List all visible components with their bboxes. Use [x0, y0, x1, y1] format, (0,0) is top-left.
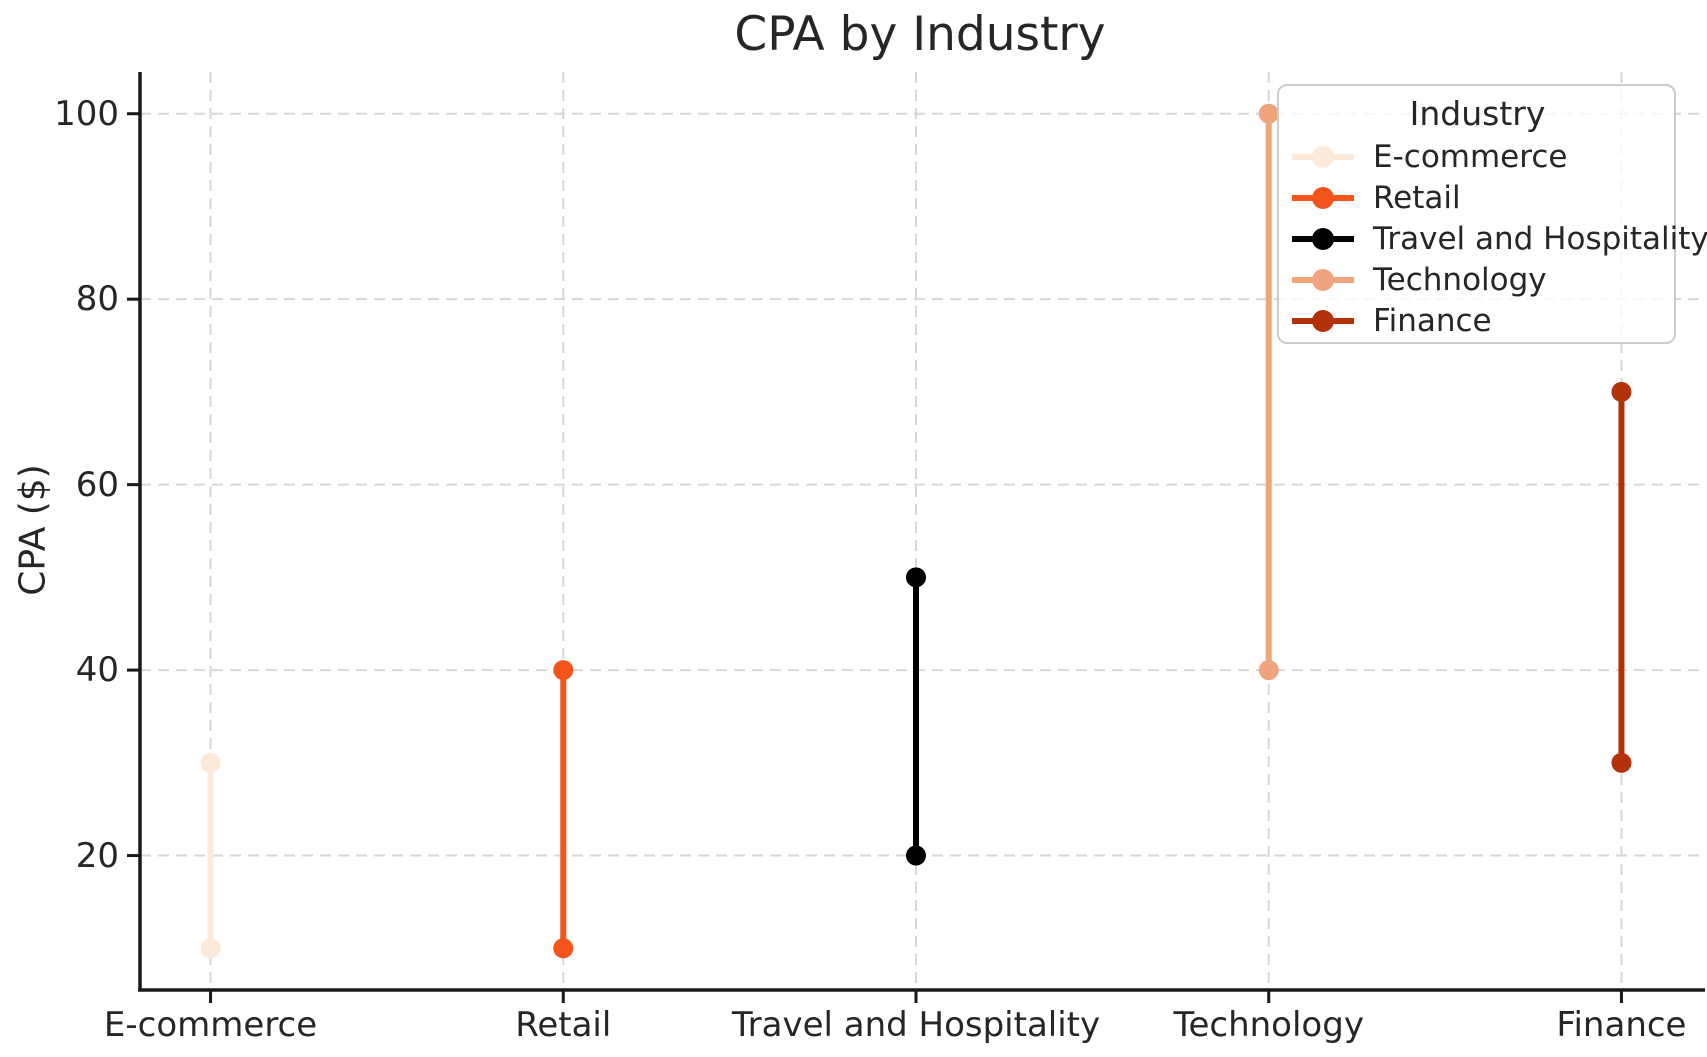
series-min-dot	[1611, 752, 1632, 773]
legend-title: Industry	[1409, 94, 1546, 133]
series-max-dot	[553, 660, 574, 681]
legend-item: Finance	[1291, 300, 1664, 341]
legend-item: Retail	[1291, 177, 1664, 218]
legend-item: Technology	[1291, 259, 1664, 300]
legend-item-label: Retail	[1373, 179, 1461, 216]
legend-item: Travel and Hospitality	[1291, 218, 1707, 259]
series-min-dot	[1258, 660, 1279, 681]
legend-marker-line-dot-icon	[1292, 309, 1354, 332]
legend-marker-line-dot-icon	[1292, 145, 1354, 168]
series-min-dot	[906, 845, 926, 866]
series-max-dot	[200, 752, 221, 773]
x-tick-label: Technology	[1173, 1005, 1364, 1045]
series-max-dot	[1258, 103, 1279, 124]
legend-marker-line-dot-icon	[1292, 268, 1354, 291]
series-min-dot	[553, 938, 574, 959]
y-tick-label: 80	[75, 279, 119, 320]
legend-item-label: Travel and Hospitality	[1373, 220, 1707, 257]
series-max-dot	[906, 567, 926, 588]
legend-marker-line-dot-icon	[1292, 186, 1354, 209]
x-tick-label: Travel and Hospitality	[731, 1005, 1101, 1045]
legend-item-label: Finance	[1373, 302, 1492, 339]
chart-title: CPA by Industry	[734, 7, 1106, 62]
legend-marker-line-dot-icon	[1292, 227, 1354, 250]
legend-item-label: Technology	[1373, 261, 1547, 298]
legend: Industry E-commerce Retail Travel and Ho…	[1277, 84, 1707, 344]
x-tick-label: Retail	[515, 1005, 612, 1045]
y-tick-label: 60	[75, 464, 119, 505]
y-tick-label: 20	[75, 835, 119, 876]
y-tick-label: 100	[54, 93, 119, 134]
series-min-dot	[200, 938, 221, 959]
legend-item-label: E-commerce	[1373, 138, 1568, 175]
x-tick-label: E-commerce	[103, 1005, 318, 1045]
y-tick-label: 40	[75, 650, 119, 691]
legend-item: E-commerce	[1291, 136, 1664, 177]
series-max-dot	[1611, 381, 1632, 402]
x-tick-label: Finance	[1556, 1005, 1687, 1045]
